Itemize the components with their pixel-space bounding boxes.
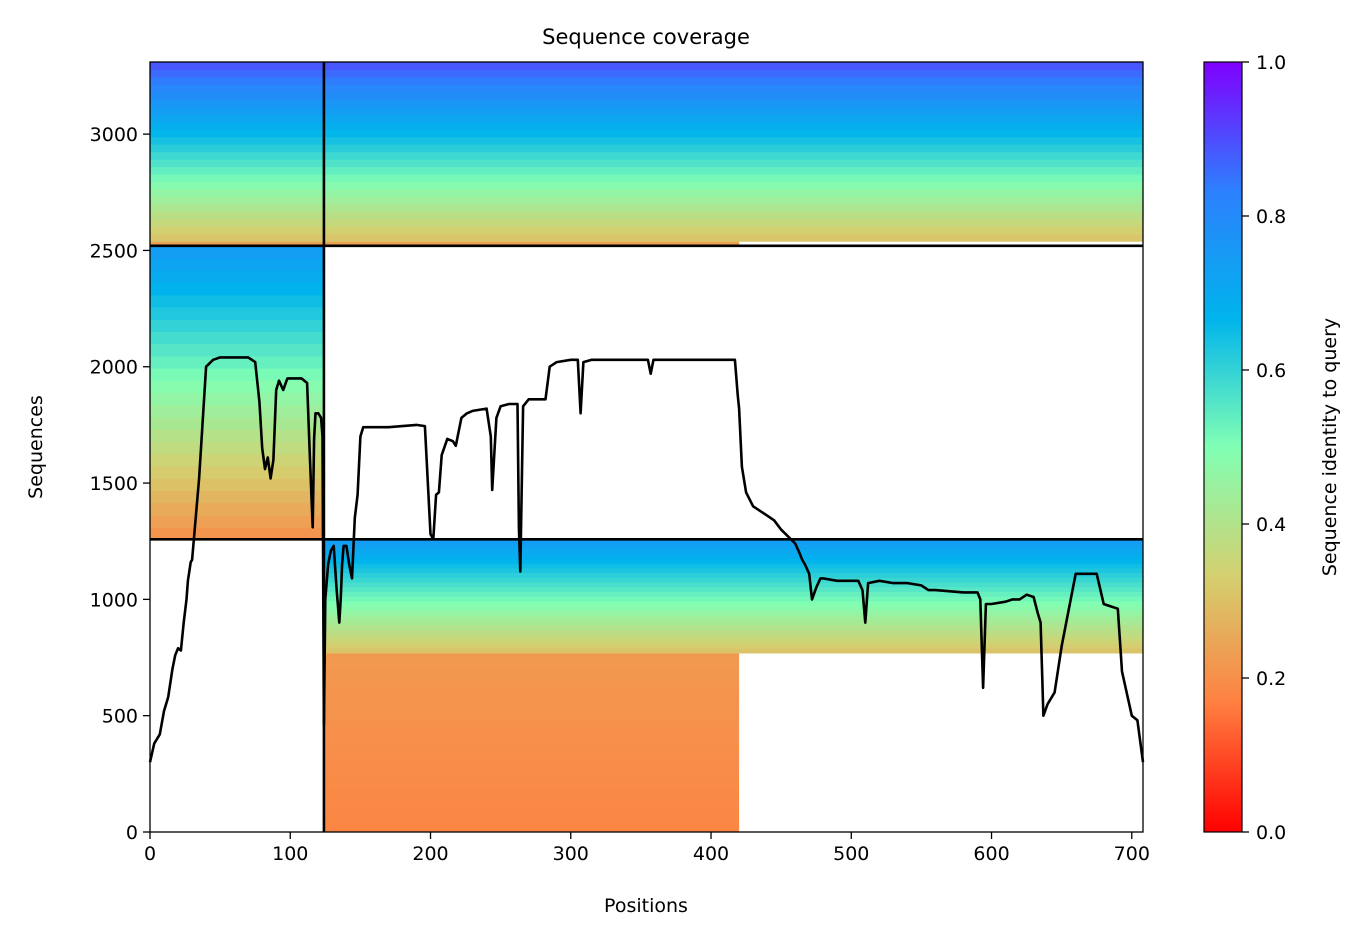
coverage-line — [148, 356, 1145, 763]
x-tick-label: 400 — [693, 843, 729, 865]
y-tick-label: 1500 — [90, 473, 138, 495]
y-tick-label: 1000 — [90, 589, 138, 611]
coverage-block-3-group-2 — [150, 62, 1143, 242]
colorbar-ticks: 0.0 0.2 0.4 0.6 0.8 1.0 — [1242, 52, 1286, 844]
colorbar — [1203, 61, 1243, 833]
y-axis-ticks: 0 500 1000 1500 2000 2500 3000 — [90, 124, 150, 844]
y-tick-label: 3000 — [90, 124, 138, 146]
coverage-heatmap — [150, 62, 1143, 832]
y-tick-label: 2000 — [90, 357, 138, 379]
colorbar-tick-label: 0.2 — [1256, 668, 1286, 690]
x-tick-label: 700 — [1114, 843, 1150, 865]
plot-frame — [149, 61, 1144, 833]
colorbar-tick-label: 1.0 — [1256, 52, 1286, 74]
colorbar-label: Sequence identity to query — [1319, 318, 1341, 576]
x-tick-label: 300 — [553, 843, 589, 865]
x-tick-label: 600 — [973, 843, 1009, 865]
colorbar-tick-label: 0.6 — [1256, 360, 1286, 382]
coverage-block-1-group-2 — [323, 539, 1143, 654]
colorbar-tick-label: 0.4 — [1256, 514, 1286, 536]
colorbar-tick-label: 0.0 — [1256, 822, 1286, 844]
y-tick-label: 2500 — [90, 240, 138, 262]
x-tick-label: 100 — [272, 843, 308, 865]
colorbar-tick-label: 0.8 — [1256, 206, 1286, 228]
coverage-block-2-group-1 — [150, 245, 324, 540]
chart-title: Sequence coverage — [542, 25, 750, 49]
y-tick-label: 0 — [126, 822, 138, 844]
x-tick-label: 200 — [412, 843, 448, 865]
y-tick-label: 500 — [102, 706, 138, 728]
coverage-block-1-group-1 — [323, 652, 740, 832]
x-axis-label: Positions — [604, 895, 688, 917]
x-tick-label: 0 — [144, 843, 156, 865]
x-tick-label: 500 — [833, 843, 869, 865]
x-axis-ticks: 0 100 200 300 400 500 600 700 — [144, 832, 1150, 865]
y-axis-label: Sequences — [25, 395, 47, 499]
